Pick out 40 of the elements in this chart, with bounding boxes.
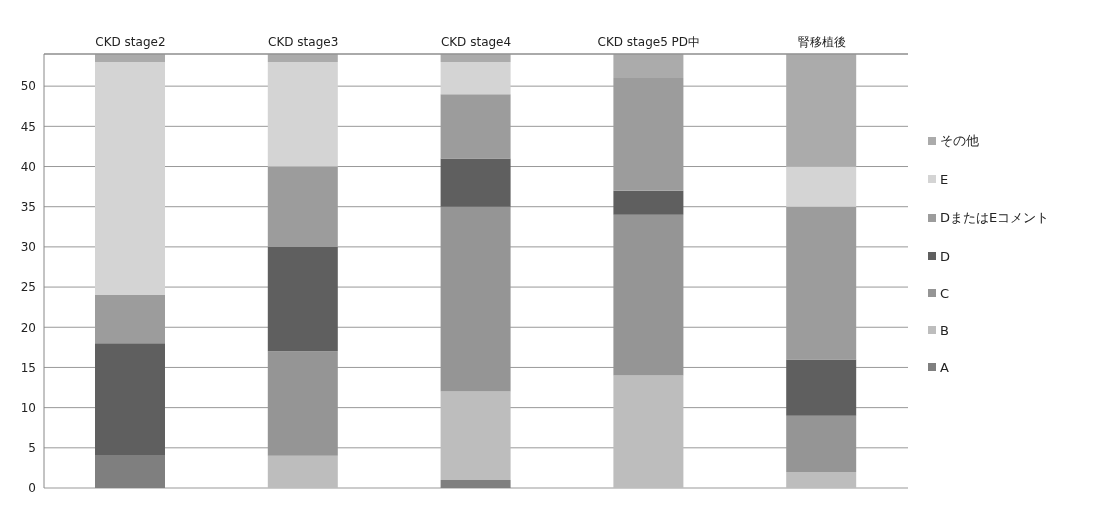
y-tick-label: 40	[20, 159, 36, 174]
bar	[786, 359, 857, 416]
x-tick-label: CKD stage2	[95, 35, 166, 49]
bar	[95, 62, 165, 296]
bar	[786, 166, 857, 207]
y-tick-label: 50	[20, 79, 36, 94]
y-tick-label: 20	[20, 320, 36, 335]
legend-label: DまたはEコメント	[940, 208, 1050, 227]
bar	[267, 455, 338, 488]
y-tick-label: 30	[20, 240, 36, 255]
x-tick-label: CKD stage5 PD中	[597, 35, 701, 49]
bar	[613, 375, 684, 488]
bar	[95, 343, 165, 456]
x-tick-label: CKD stage4	[440, 35, 512, 49]
legend-label: C	[940, 285, 950, 301]
legend-label: A	[940, 359, 949, 375]
legend-label: その他	[940, 131, 979, 150]
y-tick-label: 45	[20, 119, 36, 134]
x-tick-label: CKD stage3	[268, 35, 339, 49]
legend-label: B	[940, 322, 949, 338]
legend-label: D	[940, 248, 951, 264]
bar	[95, 455, 165, 488]
x-tick-label: 腎移植後	[797, 35, 846, 49]
bar	[440, 62, 511, 95]
bar	[440, 158, 511, 207]
y-tick-label: 5	[28, 441, 36, 456]
bar	[440, 479, 511, 488]
y-tick-label: 35	[20, 199, 36, 214]
bar	[613, 54, 684, 79]
y-tick-label: 10	[20, 400, 36, 415]
legend-label: E	[940, 171, 949, 187]
bar	[267, 62, 338, 167]
bar	[786, 54, 857, 167]
y-tick-label: 25	[20, 280, 36, 295]
y-tick-label: 0	[28, 481, 36, 496]
bar	[440, 391, 511, 480]
bar	[613, 190, 684, 215]
y-tick-label: 15	[20, 360, 36, 375]
bar	[786, 471, 857, 488]
bar	[267, 246, 338, 352]
